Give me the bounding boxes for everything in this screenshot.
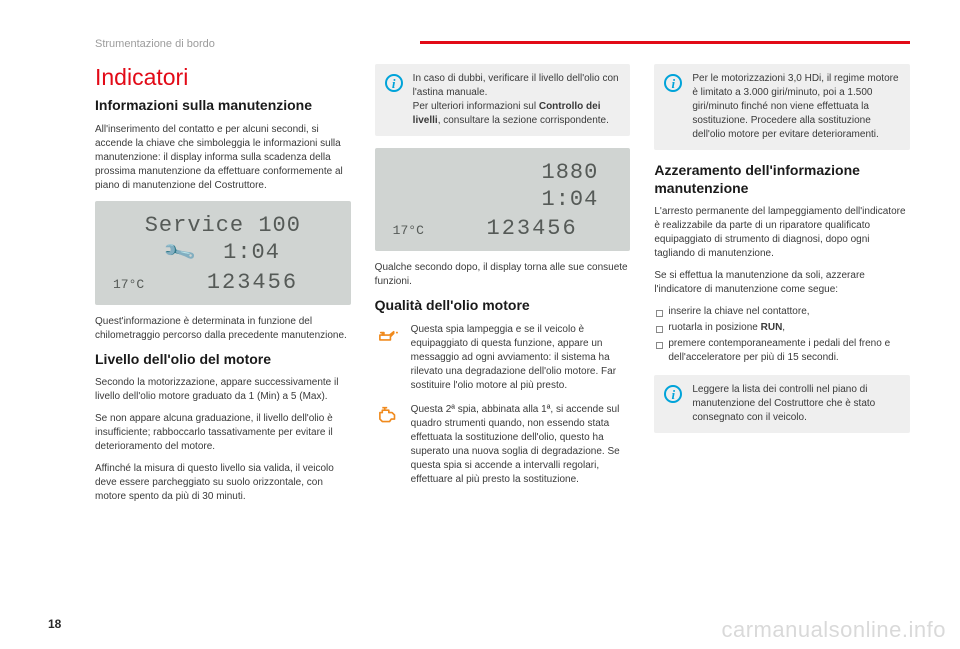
paragraph: All'inserimento del contatto e per alcun… <box>95 123 351 193</box>
heading-maintenance-info: Informazioni sulla manutenzione <box>95 97 351 115</box>
paragraph: Secondo la motorizzazione, appare succes… <box>95 376 351 404</box>
heading-reset: Azzeramento dell'informazione manutenzio… <box>654 162 910 197</box>
wrench-icon: 🔧 <box>161 234 198 270</box>
manual-page: Strumentazione di bordo Indicatori Infor… <box>0 0 960 649</box>
display-row-bottom: 17°C 123456 <box>109 270 337 295</box>
info-text: Leggere la lista dei controlli nel piano… <box>692 383 900 425</box>
column-3: i Per le motorizzazioni 3,0 HDi, il regi… <box>654 64 910 512</box>
paragraph: L'arresto permanente del lampeggiamento … <box>654 205 910 261</box>
oil-can-icon <box>375 323 401 393</box>
info-box-oil-check: i In caso di dubbi, verificare il livell… <box>375 64 631 136</box>
header-rule <box>420 41 910 44</box>
info-text: In caso di dubbi, verificare il livello … <box>413 72 621 128</box>
column-2: i In caso di dubbi, verificare il livell… <box>375 64 631 512</box>
list-item: ruotarla in posizione RUN, <box>654 321 910 335</box>
display-row-mid: 1:04 <box>389 187 617 212</box>
display-temp: 17°C <box>109 277 144 292</box>
info-icon: i <box>385 74 403 92</box>
info-box-hdi: i Per le motorizzazioni 3,0 HDi, il regi… <box>654 64 910 150</box>
list-item: premere contemporaneamente i pedali del … <box>654 337 910 365</box>
heading-oil-quality: Qualità dell'olio motore <box>375 297 631 315</box>
paragraph: Se non appare alcuna graduazione, il liv… <box>95 412 351 454</box>
info-icon: i <box>664 385 682 403</box>
display-odometer: 123456 <box>168 270 336 295</box>
content-columns: Indicatori Informazioni sulla manutenzio… <box>95 64 910 512</box>
display-row-mid: 🔧 1:04 <box>109 240 337 266</box>
warning-row-oil-can: Questa spia lampeggia e se il veicolo è … <box>375 323 631 393</box>
display-time: 1:04 <box>542 187 599 212</box>
paragraph: Se si effettua la manutenzione da soli, … <box>654 269 910 297</box>
paragraph: Quest'informazione è determinata in funz… <box>95 315 351 343</box>
instrument-display-normal: 1880 1:04 17°C 123456 <box>375 148 631 251</box>
engine-icon <box>375 403 401 487</box>
display-line-value: 1880 <box>389 160 617 185</box>
paragraph: Affinché la misura di questo livello sia… <box>95 462 351 504</box>
warning-row-engine: Questa 2ª spia, abbinata alla 1ª, si acc… <box>375 403 631 487</box>
info-icon: i <box>664 74 682 92</box>
heading-oil-level: Livello dell'olio del motore <box>95 351 351 369</box>
warning-text: Questa spia lampeggia e se il veicolo è … <box>411 323 631 393</box>
display-line-service: Service 100 <box>109 213 337 238</box>
reset-steps-list: inserire la chiave nel contattore, ruota… <box>654 305 910 365</box>
display-odometer: 123456 <box>448 216 616 241</box>
section-header: Strumentazione di bordo <box>95 38 910 50</box>
page-number: 18 <box>48 617 61 631</box>
display-row-bottom: 17°C 123456 <box>389 216 617 241</box>
watermark: carmanualsonline.info <box>721 617 946 643</box>
instrument-display-service: Service 100 🔧 1:04 17°C 123456 <box>95 201 351 305</box>
display-time: 1:04 <box>223 240 280 265</box>
display-temp: 17°C <box>389 223 424 238</box>
paragraph: Qualche secondo dopo, il display torna a… <box>375 261 631 289</box>
info-box-checklist: i Leggere la lista dei controlli nel pia… <box>654 375 910 433</box>
warning-text: Questa 2ª spia, abbinata alla 1ª, si acc… <box>411 403 631 487</box>
list-item: inserire la chiave nel contattore, <box>654 305 910 319</box>
page-title: Indicatori <box>95 64 351 91</box>
info-text: Per le motorizzazioni 3,0 HDi, il regime… <box>692 72 900 142</box>
column-1: Indicatori Informazioni sulla manutenzio… <box>95 64 351 512</box>
